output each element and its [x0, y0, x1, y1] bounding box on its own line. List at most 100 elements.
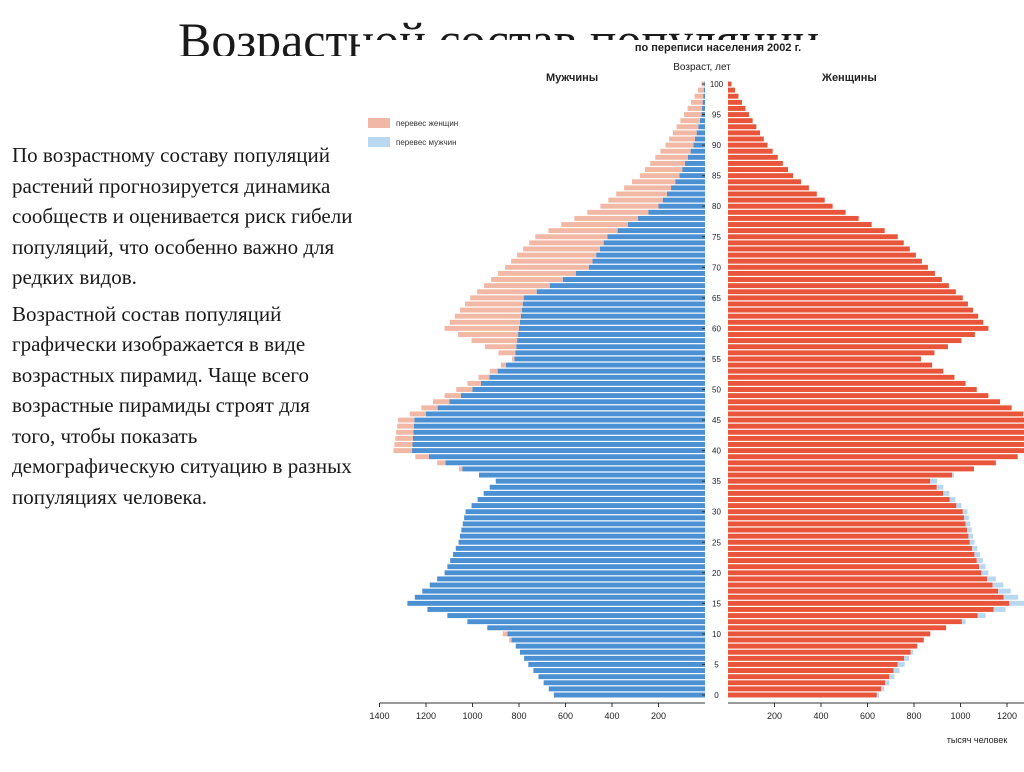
- bar-female-excess: [691, 100, 703, 105]
- x-axis-label: тысяч человек: [947, 735, 1008, 745]
- bar-female: [728, 473, 952, 478]
- y-tick-label: 25: [712, 538, 721, 547]
- bar-male: [563, 277, 705, 282]
- y-tick-label: 55: [712, 355, 721, 364]
- bar-female-excess: [523, 247, 600, 252]
- bar-male: [437, 576, 705, 581]
- bar-female: [728, 546, 972, 551]
- bar-female: [728, 228, 885, 233]
- bar-male: [489, 375, 705, 380]
- bar-female: [728, 479, 930, 484]
- bar-female: [728, 216, 859, 221]
- bar-female: [728, 112, 749, 117]
- y-tick-label: 0: [714, 691, 719, 700]
- bar-male: [544, 680, 705, 685]
- bar-female: [728, 680, 885, 685]
- bar-male: [422, 589, 705, 594]
- bar-female-excess: [535, 234, 607, 239]
- bar-female-excess: [574, 216, 638, 221]
- bar-female: [728, 399, 1000, 404]
- bar-male: [550, 283, 705, 288]
- bar-female: [728, 356, 921, 361]
- bar-female: [728, 601, 1009, 606]
- bar-male: [682, 167, 705, 172]
- bar-female: [728, 381, 966, 386]
- bar-male-excess: [977, 558, 983, 563]
- bar-male-excess: [964, 515, 969, 520]
- bar-male-excess: [952, 473, 954, 478]
- bar-female: [728, 143, 768, 148]
- bar-male-excess: [881, 686, 884, 691]
- bar-female: [728, 222, 872, 227]
- bar-female: [728, 693, 877, 698]
- x-tick-label-left: 200: [651, 711, 666, 721]
- bar-male: [604, 240, 705, 245]
- bar-female: [728, 503, 956, 508]
- bar-female: [728, 686, 881, 691]
- legend-label-male-excess: перевес мужчин: [396, 138, 457, 147]
- bar-male: [461, 393, 705, 398]
- legend-label-female-excess: перевес женщин: [396, 119, 458, 128]
- bar-male-excess: [978, 613, 986, 618]
- bar-male: [467, 619, 705, 624]
- population-pyramid-figure: по переписи населения 2002 г. Мужчины Же…: [360, 40, 1024, 767]
- bar-female: [728, 192, 817, 197]
- bar-male: [473, 387, 706, 392]
- bar-female-excess: [484, 283, 550, 288]
- bar-male-excess: [937, 485, 944, 490]
- bar-female-excess: [655, 155, 688, 160]
- bar-male: [429, 454, 705, 459]
- bar-female: [728, 521, 966, 526]
- y-tick-label: 80: [712, 202, 721, 211]
- bar-male: [426, 411, 705, 416]
- bar-female: [728, 247, 910, 252]
- bar-male-excess: [981, 570, 988, 575]
- bar-female-excess: [393, 448, 412, 453]
- bar-male: [478, 497, 705, 502]
- bar-female: [728, 344, 948, 349]
- y-tick-label: 35: [712, 477, 721, 486]
- bar-female-excess: [548, 228, 617, 233]
- bar-male: [704, 88, 705, 93]
- bar-female: [728, 540, 970, 545]
- bar-male: [412, 448, 705, 453]
- bar-male: [447, 613, 705, 618]
- bar-female-excess: [477, 289, 537, 294]
- bar-female: [728, 619, 962, 624]
- bar-male: [413, 442, 705, 447]
- bar-female: [728, 405, 1012, 410]
- bar-male: [592, 259, 705, 264]
- bar-male: [487, 625, 705, 630]
- bar-female-excess: [660, 149, 690, 154]
- bar-female: [728, 625, 946, 630]
- bar-male: [524, 656, 705, 661]
- population-pyramid-chart: по переписи населения 2002 г. Мужчины Же…: [360, 40, 1024, 767]
- bar-female: [728, 100, 742, 105]
- bar-female: [728, 460, 996, 465]
- bar-male-excess: [998, 589, 1011, 594]
- bar-female-excess: [561, 222, 627, 227]
- bar-female-excess: [485, 344, 516, 349]
- bar-female-excess: [632, 179, 675, 184]
- bar-male-excess: [1004, 595, 1018, 600]
- x-tick-label-right: 1000: [950, 711, 970, 721]
- legend-swatch-male-excess: [368, 137, 390, 147]
- bar-female: [728, 662, 898, 667]
- bar-female: [728, 674, 889, 679]
- bar-female-excess: [677, 124, 699, 129]
- x-tick-label-left: 1000: [462, 711, 482, 721]
- bar-male: [675, 179, 705, 184]
- bar-female: [728, 638, 924, 643]
- bar-female: [728, 253, 916, 258]
- bar-female-excess: [505, 265, 589, 270]
- bar-male: [521, 314, 705, 319]
- bar-female: [728, 277, 942, 282]
- bar-male: [459, 540, 705, 545]
- bar-female: [728, 589, 998, 594]
- bar-female: [728, 265, 928, 270]
- bar-male-excess: [979, 564, 986, 569]
- bar-female-excess: [433, 399, 449, 404]
- bar-female-excess: [501, 363, 506, 368]
- bar-male: [484, 491, 705, 496]
- bar-female-excess: [698, 88, 704, 93]
